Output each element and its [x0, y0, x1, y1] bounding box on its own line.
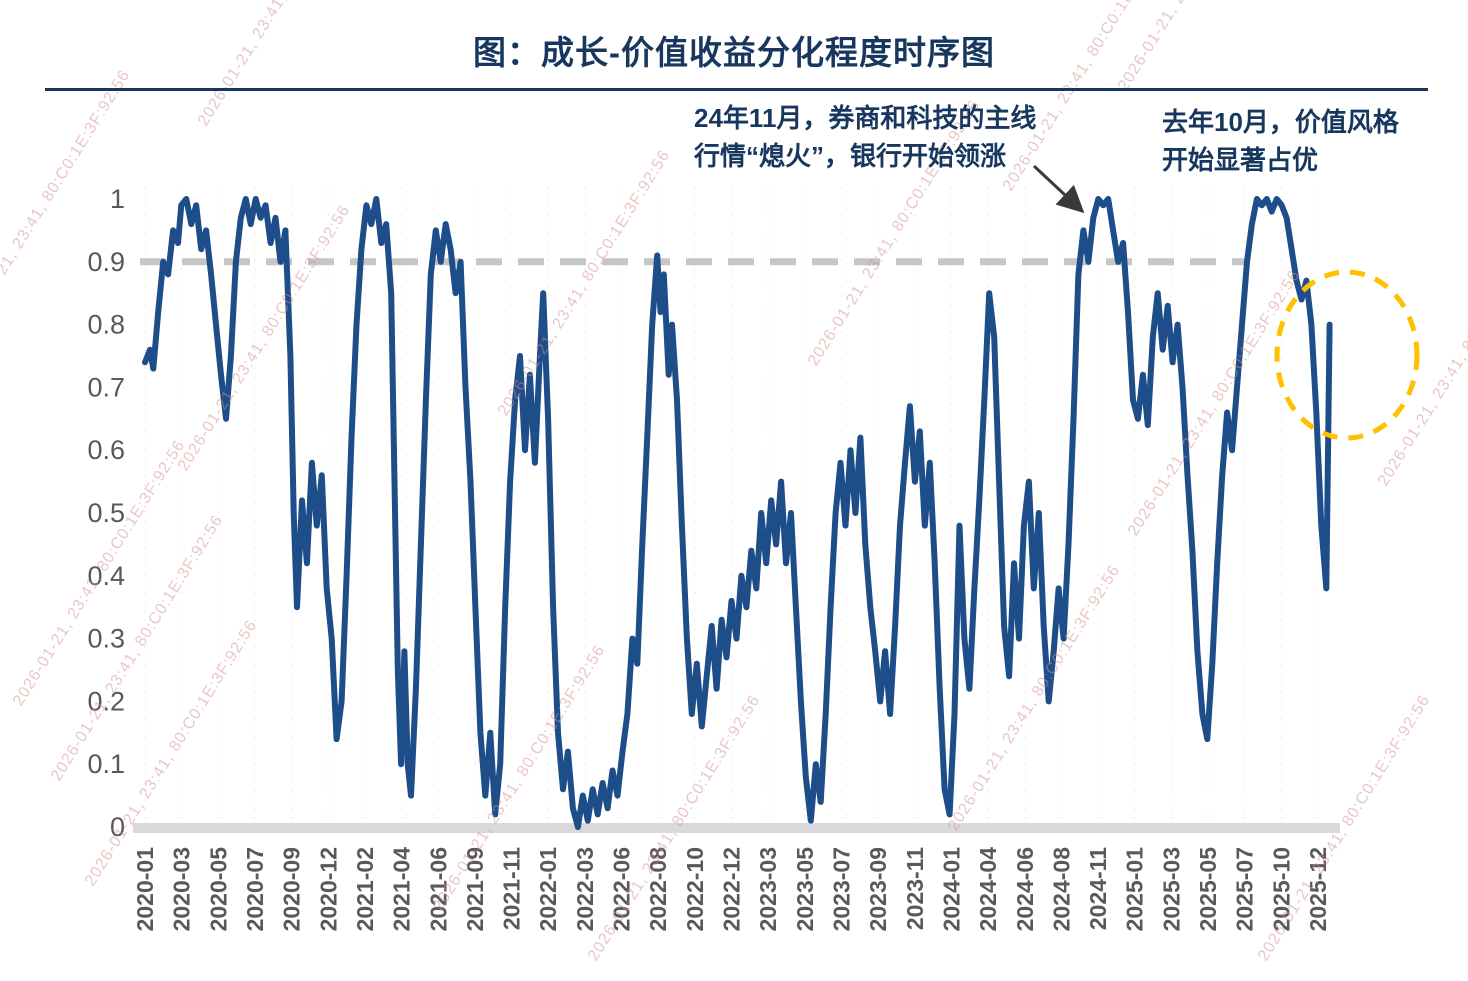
- x-tick-label: 2025-01: [1122, 847, 1148, 932]
- series-growth-value-divergence: [142, 196, 1333, 830]
- annotation-arrow: [1032, 164, 1085, 214]
- x-tick-label: 2024-08: [1048, 847, 1074, 932]
- x-tick-label: 2020-05: [205, 847, 231, 932]
- x-tick-label: 2022-12: [719, 847, 745, 931]
- x-tick-label: 2020-12: [315, 847, 341, 931]
- x-tick-label: 2020-09: [279, 847, 305, 931]
- x-tick-label: 2021-02: [352, 847, 378, 931]
- x-tick-label: 2020-01: [132, 847, 158, 932]
- highlight-circle-icon: [1274, 269, 1420, 441]
- y-tick-label: 0: [110, 812, 125, 842]
- x-tick-label: 2021-06: [425, 847, 451, 931]
- annotation-2025-10: 去年10月，价值风格 开始显著占优: [1162, 107, 1399, 175]
- x-tick-label: 2023-11: [902, 847, 928, 930]
- x-tick-label: 2025-12: [1305, 847, 1331, 931]
- x-tick-label: 2020-07: [242, 847, 268, 931]
- x-tick-label: 2025-05: [1195, 847, 1221, 932]
- x-tick-label: 2023-07: [828, 847, 854, 931]
- x-tick-label: 2025-03: [1158, 847, 1184, 931]
- y-tick-label: 0.8: [87, 310, 125, 340]
- x-tick-label: 2022-01: [535, 847, 561, 932]
- y-tick-label: 1: [110, 184, 125, 214]
- y-tick-label: 0.4: [87, 561, 125, 591]
- y-tick-label: 0.5: [87, 498, 125, 528]
- x-tick-label: 2021-09: [462, 847, 488, 931]
- y-tick-label: 0.1: [87, 749, 125, 779]
- x-tick-label: 2025-10: [1268, 847, 1294, 931]
- x-tick-label: 2021-11: [499, 847, 525, 930]
- x-tick-label: 2022-06: [609, 847, 635, 931]
- x-tick-label: 2024-01: [938, 847, 964, 932]
- x-tick-label: 2025-07: [1232, 847, 1258, 931]
- y-tick-label: 0.2: [87, 686, 125, 716]
- x-axis-baseline: [133, 823, 1340, 833]
- x-tick-label: 2024-11: [1085, 847, 1111, 930]
- y-tick-label: 0.3: [87, 624, 125, 654]
- x-tick-label: 2022-03: [572, 847, 598, 931]
- y-tick-label: 0.6: [87, 435, 125, 465]
- x-tick-label: 2023-03: [755, 847, 781, 931]
- page-title: 图：成长-价值收益分化程度时序图: [473, 34, 995, 71]
- title-underline: [45, 88, 1428, 91]
- x-tick-label: 2023-09: [865, 847, 891, 931]
- x-tick-label: 2022-08: [645, 847, 671, 932]
- x-tick-label: 2024-06: [1012, 847, 1038, 931]
- x-tick-label: 2021-04: [389, 847, 415, 932]
- y-tick-label: 0.7: [87, 372, 125, 402]
- x-tick-label: 2020-03: [169, 847, 195, 931]
- y-tick-label: 0.9: [87, 247, 125, 277]
- x-tick-label: 2023-05: [792, 847, 818, 932]
- x-tick-label: 2022-10: [682, 847, 708, 931]
- annotation-2024-11: 24年11月，券商和科技的主线 行情“熄火”，银行开始领涨: [694, 103, 1037, 171]
- x-tick-label: 2024-04: [975, 847, 1001, 932]
